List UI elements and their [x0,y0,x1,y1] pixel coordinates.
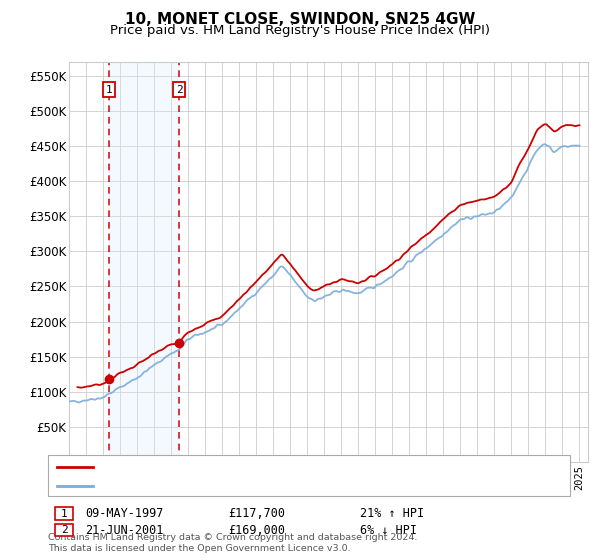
Text: HPI: Average price, detached house, Swindon: HPI: Average price, detached house, Swin… [99,480,353,491]
Text: 10, MONET CLOSE, SWINDON, SN25 4GW (detached house): 10, MONET CLOSE, SWINDON, SN25 4GW (deta… [99,461,431,472]
Bar [109,62,179,462]
Text: 1: 1 [106,85,113,95]
Text: £169,000: £169,000 [228,524,285,537]
Text: Price paid vs. HM Land Registry's House Price Index (HPI): Price paid vs. HM Land Registry's House … [110,24,490,36]
Text: 1: 1 [61,508,68,519]
Text: 6% ↓ HPI: 6% ↓ HPI [360,524,417,537]
Text: 10, MONET CLOSE, SWINDON, SN25 4GW: 10, MONET CLOSE, SWINDON, SN25 4GW [125,12,475,27]
Text: 2: 2 [61,525,68,535]
Text: 21-JUN-2001: 21-JUN-2001 [85,524,164,537]
Text: £117,700: £117,700 [228,507,285,520]
Text: 2: 2 [176,85,182,95]
Text: 09-MAY-1997: 09-MAY-1997 [85,507,164,520]
Text: Contains HM Land Registry data © Crown copyright and database right 2024.
This d: Contains HM Land Registry data © Crown c… [48,533,418,553]
Text: 21% ↑ HPI: 21% ↑ HPI [360,507,424,520]
